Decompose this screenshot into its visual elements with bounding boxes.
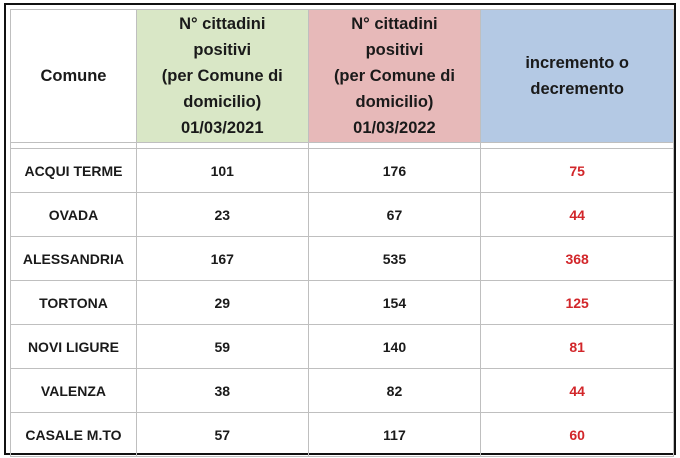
- cell-delta: 368: [480, 236, 674, 281]
- header-positivi-2022: N° cittadini positivi (per Comune di dom…: [307, 9, 482, 143]
- cell-2022: 535: [307, 236, 482, 281]
- table-row: NOVI LIGURE 59 140 81: [10, 324, 674, 369]
- cell-comune: TORTONA: [10, 280, 137, 325]
- cell-delta: 125: [480, 280, 674, 325]
- table-row: ALESSANDRIA 167 535 368: [10, 236, 674, 281]
- header-2021-date: 01/03/2021: [180, 119, 264, 137]
- header-delta-line: decremento: [530, 80, 624, 98]
- table-row: ACQUI TERME 101 176 75: [10, 148, 674, 193]
- cell-2021: 38: [135, 368, 309, 413]
- header-2022-date: 01/03/2022: [353, 119, 436, 137]
- cell-2022: 176: [307, 148, 482, 193]
- cell-2022: 82: [307, 368, 482, 413]
- cell-2021: 23: [135, 192, 309, 237]
- cell-delta: 44: [480, 368, 674, 413]
- cell-2022: 140: [307, 324, 482, 369]
- table-frame: Comune N° cittadini positivi (per Comune…: [4, 3, 676, 457]
- table-row: TORTONA 29 154 125: [10, 280, 674, 325]
- cell-comune: ALESSANDRIA: [10, 236, 137, 281]
- header-2021-line: domicilio): [183, 93, 262, 111]
- cell-delta: 44: [480, 192, 674, 237]
- cell-delta: 75: [480, 148, 674, 193]
- header-row: Comune N° cittadini positivi (per Comune…: [10, 9, 674, 143]
- header-2021-line: positivi: [193, 41, 252, 59]
- cell-2021: 167: [135, 236, 309, 281]
- cell-comune: ACQUI TERME: [10, 148, 137, 193]
- cell-2022: 154: [307, 280, 482, 325]
- cell-comune: NOVI LIGURE: [10, 324, 137, 369]
- header-2022-line: domicilio): [355, 93, 434, 111]
- header-2021-line: (per Comune di: [161, 67, 283, 85]
- cell-2021: 59: [135, 324, 309, 369]
- header-delta-line: incremento o: [525, 54, 629, 72]
- table-row: CASALE M.TO 57 117 60: [10, 412, 674, 457]
- header-comune: Comune: [10, 9, 137, 143]
- header-2021-line: N° cittadini: [179, 15, 266, 33]
- table-row: OVADA 23 67 44: [10, 192, 674, 237]
- cell-delta: 60: [480, 412, 674, 457]
- header-incremento: incremento o decremento: [480, 9, 674, 143]
- header-positivi-2021: N° cittadini positivi (per Comune di dom…: [135, 9, 309, 143]
- cell-2021: 101: [135, 148, 309, 193]
- cell-2021: 57: [135, 412, 309, 457]
- cell-2022: 67: [307, 192, 482, 237]
- cell-2022: 117: [307, 412, 482, 457]
- table-row: VALENZA 38 82 44: [10, 368, 674, 413]
- header-2022-line: N° cittadini: [351, 15, 438, 33]
- header-2022-line: (per Comune di: [333, 67, 455, 85]
- header-2022-line: positivi: [365, 41, 424, 59]
- data-table: Comune N° cittadini positivi (per Comune…: [10, 9, 674, 457]
- cell-comune: CASALE M.TO: [10, 412, 137, 457]
- cell-comune: OVADA: [10, 192, 137, 237]
- cell-comune: VALENZA: [10, 368, 137, 413]
- cell-delta: 81: [480, 324, 674, 369]
- cell-2021: 29: [135, 280, 309, 325]
